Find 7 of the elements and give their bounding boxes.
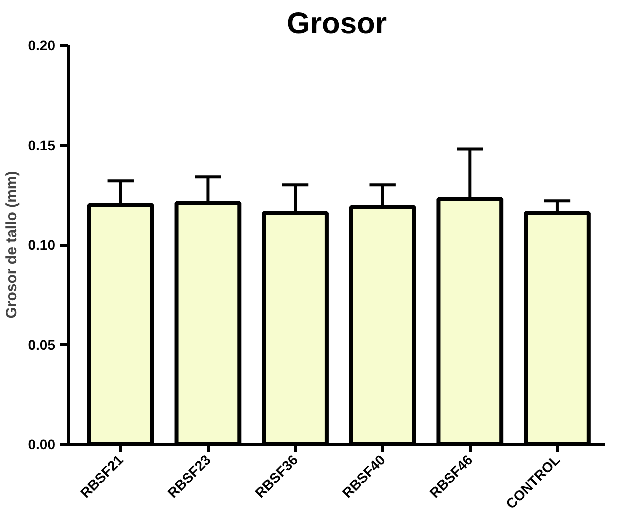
y-tick-label: 0.20 xyxy=(28,38,56,54)
y-tick-label: 0.15 xyxy=(28,137,56,154)
y-axis-title: Grosor de tallo (mm) xyxy=(3,171,20,319)
chart-title: Grosor xyxy=(286,8,388,40)
y-tick-label: 0.05 xyxy=(28,336,56,353)
y-tick-label: 0.10 xyxy=(28,237,56,253)
y-tick-label: 0.00 xyxy=(28,436,56,452)
